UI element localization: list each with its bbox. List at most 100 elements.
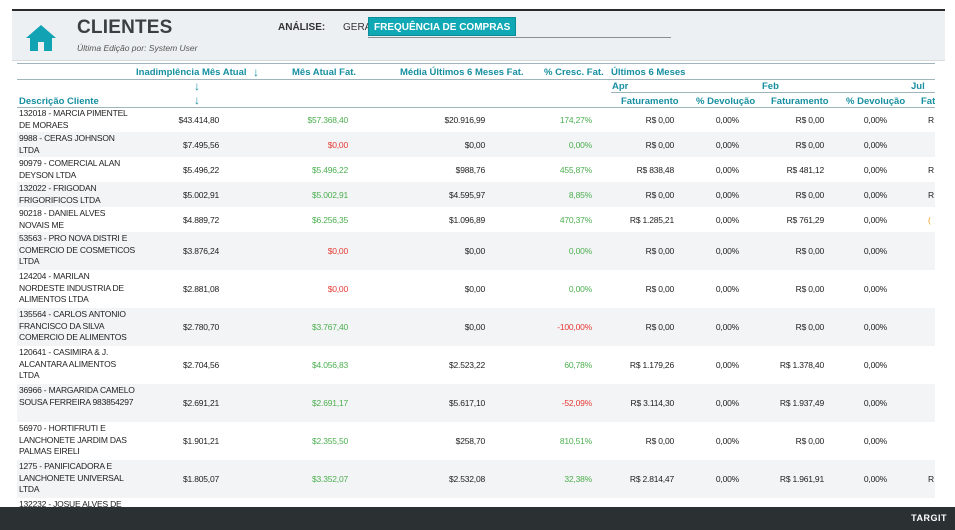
cell-d2: 0,00% <box>863 398 887 408</box>
table-top-line <box>17 63 935 64</box>
cell-d1: 0,00% <box>715 140 739 150</box>
tab-frequencia-de-compras[interactable]: FREQUÊNCIA DE COMPRAS <box>368 17 517 36</box>
brand-logo: TARGIT <box>911 513 947 523</box>
cell-mes: $6.256,35 <box>311 215 348 225</box>
cell-f2: R$ 761,29 <box>786 215 825 225</box>
header-line-2 <box>611 92 935 93</box>
header-bar: CLIENTES Última Edição por: System User … <box>12 11 945 61</box>
table-row[interactable]: 124204 - MARILAN NORDESTE INDUSTRIA DE A… <box>17 270 935 308</box>
table-row[interactable]: 36966 - MARGARIDA CAMELO SOUSA FERREIRA … <box>17 384 935 422</box>
header-line-1 <box>17 79 935 80</box>
cell-d2: 0,00% <box>863 115 887 125</box>
tab-geral[interactable]: GERAL <box>343 22 377 33</box>
table-row[interactable]: 9988 - CERAS JOHNSON LTDA $7.495,56 $0,00 $… <box>17 132 935 157</box>
cell-f2: R$ 1.937,49 <box>779 398 824 408</box>
cell-d1: 0,00% <box>715 246 739 256</box>
cell-f2: R$ 0,00 <box>795 190 825 200</box>
cell-d2: 0,00% <box>863 140 887 150</box>
table-row[interactable]: 120641 - CASIMIRA & J. ALCANTARA ALIMENT… <box>17 346 935 384</box>
cell-mes: $2.691,17 <box>311 398 348 408</box>
header-devolucao-feb[interactable]: % Devolução <box>846 96 906 107</box>
cell-mes: $4.056,83 <box>311 360 348 370</box>
last-edited-by: Última Edição por: System User <box>77 43 198 53</box>
cell-descricao: 53563 - PRO NOVA DISTRI E COMERCIO DE CO… <box>19 233 136 266</box>
cell-mes: $5.002,91 <box>311 190 348 200</box>
cell-descricao: 132022 - FRIGODAN FRIGORIFICOS LTDA <box>19 183 101 205</box>
sort-down-icon[interactable]: ↓ <box>253 65 259 79</box>
sort-down-icon[interactable]: ↓ <box>194 93 200 107</box>
cell-descricao: 132232 - JOSUE ALVES DE <box>19 499 122 507</box>
cell-descricao: 124204 - MARILAN NORDESTE INDUSTRIA DE A… <box>19 271 124 304</box>
cell-cresc: 810,51% <box>559 436 592 446</box>
cell-f3: R <box>928 165 934 175</box>
cell-f1: R$ 1.179,26 <box>629 360 674 370</box>
cell-inad: $2.691,21 <box>182 398 219 408</box>
header-ultimos-6-meses[interactable]: Últimos 6 Meses <box>611 67 686 78</box>
cell-d1: 0,00% <box>715 165 739 175</box>
house-icon[interactable] <box>24 23 58 53</box>
header-faturamento-feb[interactable]: Faturamento <box>771 96 829 107</box>
month-feb: Feb <box>762 81 779 92</box>
cell-cresc: -100,00% <box>557 322 592 332</box>
table-row[interactable]: 1275 - PANIFICADORA E LANCHONETE UNIVERS… <box>17 460 935 498</box>
table-row[interactable]: 135564 - CARLOS ANTONIO FRANCISCO DA SIL… <box>17 308 935 346</box>
cell-inad: $7.495,56 <box>182 140 219 150</box>
cell-d2: 0,00% <box>863 246 887 256</box>
header-cresc[interactable]: % Cresc. Fat. <box>544 67 604 78</box>
header-descricao-cliente[interactable]: Descrição Cliente <box>19 96 99 107</box>
cell-f3: R <box>928 115 934 125</box>
cell-descricao: 9988 - CERAS JOHNSON LTDA <box>19 133 115 155</box>
cell-cresc: 8,85% <box>568 190 592 200</box>
cell-inad: $1.805,07 <box>182 474 219 484</box>
cell-f1: R$ 0,00 <box>645 284 675 294</box>
cell-mes: $57.368,40 <box>307 115 348 125</box>
header-faturamento-apr[interactable]: Faturamento <box>621 96 679 107</box>
header-media[interactable]: Média Últimos 6 Meses Fat. <box>400 67 524 78</box>
cell-f3: R <box>928 474 934 484</box>
cell-media: $0,00 <box>464 140 485 150</box>
table-row[interactable]: 132018 - MARCIA PIMENTEL DE MORAES $43.41… <box>17 107 935 132</box>
cell-d1: 0,00% <box>715 436 739 446</box>
cell-f2: R$ 0,00 <box>795 284 825 294</box>
header-fat-jul[interactable]: Fat <box>921 96 935 107</box>
cell-d1: 0,00% <box>715 215 739 225</box>
cell-f1: R$ 0,00 <box>645 115 675 125</box>
header-devolucao-apr[interactable]: % Devolução <box>696 96 756 107</box>
cell-media: $2.532,08 <box>448 474 485 484</box>
header-inadimplencia[interactable]: Inadimplência Mês Atual <box>136 67 247 78</box>
cell-f2: R$ 0,00 <box>795 246 825 256</box>
cell-f1: R$ 0,00 <box>645 140 675 150</box>
cell-cresc: 0,00% <box>568 140 592 150</box>
cell-descricao: 90218 - DANIEL ALVES NOVAIS ME <box>19 208 106 230</box>
cell-media: $1.096,89 <box>448 215 485 225</box>
cell-f1: R$ 0,00 <box>645 436 675 446</box>
sort-down-icon[interactable]: ↓ <box>194 79 200 93</box>
cell-f3: ( <box>928 215 931 225</box>
cell-d2: 0,00% <box>863 215 887 225</box>
cell-media: $0,00 <box>464 284 485 294</box>
table-row[interactable]: 56970 - HORTIFRUTI E LANCHONETE JARDIM D… <box>17 422 935 460</box>
cell-f2: R$ 1.961,91 <box>779 474 824 484</box>
cell-inad: $5.496,22 <box>182 165 219 175</box>
cell-d1: 0,00% <box>715 322 739 332</box>
tab-underline <box>368 37 671 38</box>
cell-f2: R$ 0,00 <box>795 436 825 446</box>
page-title: CLIENTES <box>77 17 173 38</box>
table-row[interactable]: 90979 - COMERCIAL ALAN DEYSON LTDA $5.496… <box>17 157 935 182</box>
cell-f3: R <box>928 190 934 200</box>
cell-media: $988,76 <box>455 165 486 175</box>
cell-inad: $2.780,70 <box>182 322 219 332</box>
cell-media: $2.523,22 <box>448 360 485 370</box>
table-row[interactable]: 53563 - PRO NOVA DISTRI E COMERCIO DE CO… <box>17 232 935 270</box>
cell-d2: 0,00% <box>863 165 887 175</box>
table-row[interactable]: 132232 - JOSUE ALVES DE <box>17 498 935 507</box>
table-row[interactable]: 132022 - FRIGODAN FRIGORIFICOS LTDA $5.00… <box>17 182 935 207</box>
table-row[interactable]: 90218 - DANIEL ALVES NOVAIS ME $4.889,72 $… <box>17 207 935 232</box>
cell-inad: $43.414,80 <box>178 115 219 125</box>
cell-f1: R$ 0,00 <box>645 190 675 200</box>
cell-f1: R$ 0,00 <box>645 246 675 256</box>
analise-label: ANÁLISE: <box>278 22 326 33</box>
cell-media: $4.595,97 <box>448 190 485 200</box>
cell-cresc: 32,38% <box>564 474 592 484</box>
header-mes-atual[interactable]: Mês Atual Fat. <box>292 67 357 78</box>
